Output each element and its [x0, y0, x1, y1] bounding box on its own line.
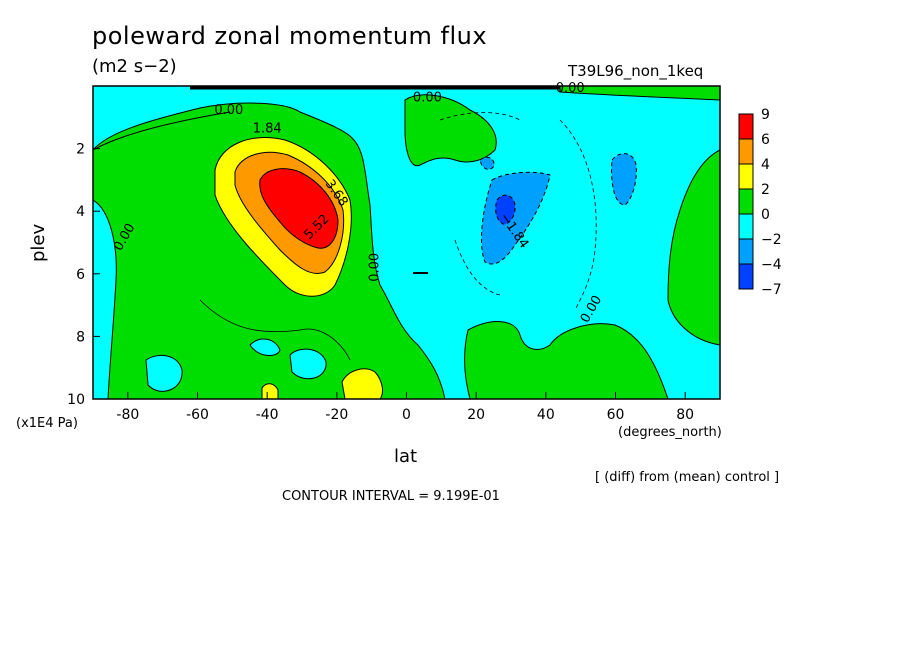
- x-tick-label-0: -80: [116, 407, 139, 423]
- x-tick-label-4: 0: [402, 407, 411, 423]
- colorbar-swatch-2: [738, 163, 754, 190]
- fill-band-2-to-4-low2: [261, 383, 279, 399]
- colorbar-swatch-0: [738, 113, 754, 140]
- x-tick-label-1: -60: [186, 407, 209, 423]
- fill-band-neg2-to-neg4: [481, 171, 551, 265]
- fill-pocket-3: [145, 354, 183, 392]
- fill-band-neg2-to-neg4-c: [479, 156, 495, 170]
- fill-band-0-to-2-nh-up: [404, 94, 497, 167]
- colorbar-swatch-1: [738, 138, 754, 165]
- y-axis-units: (x1E4 Pa): [16, 416, 78, 431]
- diff-note: [ (diff) from (mean) control ]: [595, 470, 780, 485]
- y-tick-label-3: 8: [76, 329, 85, 345]
- x-axis-label: lat: [394, 446, 418, 467]
- colorbar-swatch-3: [738, 188, 754, 215]
- y-tick-label-0: 2: [76, 142, 85, 158]
- colorbar-swatch-5: [738, 238, 754, 265]
- fill-band-0-to-neg2-sh-pocket: [93, 199, 117, 399]
- x-axis: -80 -60 -40 -20 0 20 40 60 80: [116, 392, 694, 423]
- x-tick-label-8: 80: [676, 407, 694, 423]
- y-tick-label-1: 4: [76, 204, 85, 220]
- y-tick-label-4: 10: [67, 392, 85, 408]
- chart-units: (m2 s−2): [92, 56, 177, 77]
- run-label: T39L96_non_1keq: [568, 62, 704, 80]
- y-tick-label-2: 6: [76, 267, 85, 283]
- colorbar-label-7: −7: [761, 282, 782, 298]
- fill-band-2-to-4-low: [341, 368, 383, 399]
- fill-band-6-to-9: [259, 168, 339, 249]
- x-axis-units: (degrees_north): [618, 425, 722, 440]
- colorbar: 9 6 4 2 0 −2 −4 −7: [738, 107, 782, 298]
- colorbar-label-6: −4: [761, 257, 782, 273]
- x-tick-label-2: -40: [256, 407, 279, 423]
- contour-fill: [93, 86, 720, 399]
- colorbar-label-1: 6: [761, 132, 770, 148]
- colorbar-label-2: 4: [761, 157, 770, 173]
- contour-label-0: 0.00: [214, 103, 243, 118]
- x-tick-label-7: 60: [607, 407, 625, 423]
- x-tick-label-6: 40: [537, 407, 555, 423]
- fill-pocket-1: [249, 338, 281, 356]
- contour-label-3: 1.84: [253, 122, 282, 137]
- contour-label-1: 0.00: [413, 90, 442, 105]
- contour-interval: CONTOUR INTERVAL = 9.199E-01: [282, 489, 500, 504]
- fill-band-neg2-to-neg4-b: [611, 153, 637, 206]
- fill-band-neg4-to-neg7: [495, 194, 516, 225]
- contour-label-7: 0.00: [368, 253, 383, 282]
- colorbar-label-0: 9: [761, 107, 770, 123]
- y-axis: 2 4 6 8 10: [67, 142, 100, 408]
- chart-title: poleward zonal momentum flux: [92, 22, 488, 50]
- contour-label-2: 0.00: [556, 81, 585, 96]
- colorbar-label-5: −2: [761, 232, 782, 248]
- y-axis-label: plev: [28, 223, 49, 262]
- colorbar-swatch-4: [738, 213, 754, 240]
- fill-band-0-to-2-nh-low: [464, 321, 669, 399]
- x-tick-label-5: 20: [467, 407, 485, 423]
- colorbar-label-4: 0: [761, 207, 770, 223]
- colorbar-swatch-6: [738, 263, 754, 290]
- fill-pocket-2: [289, 348, 327, 380]
- colorbar-label-3: 2: [761, 182, 770, 198]
- x-tick-label-3: -20: [325, 407, 348, 423]
- fill-band-0-to-2-nh-hi-lat: [667, 149, 720, 346]
